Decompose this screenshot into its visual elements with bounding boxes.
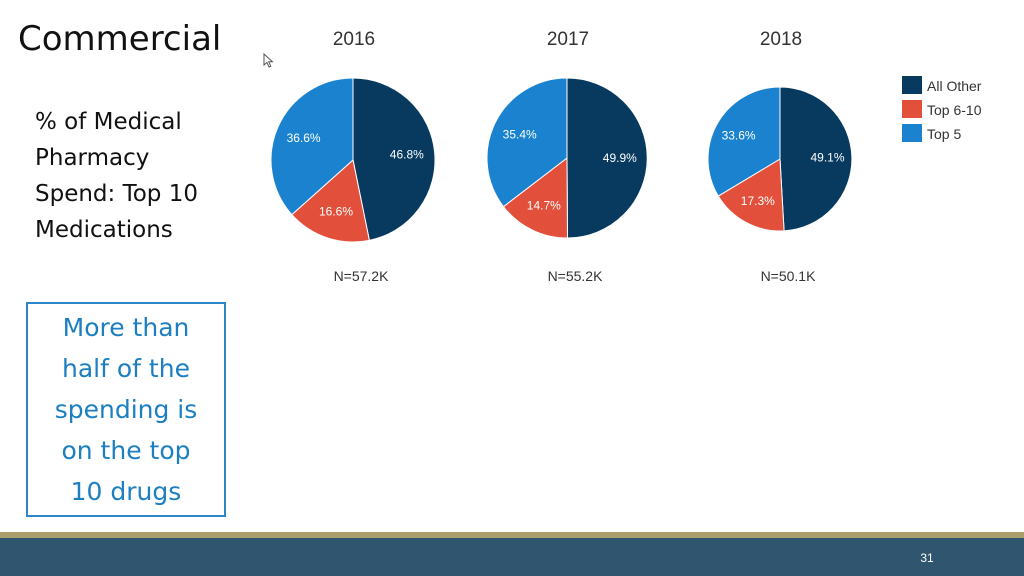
n-label-2017: N=55.2K xyxy=(548,268,604,284)
slide-subtitle: % of Medical Pharmacy Spend: Top 10 Medi… xyxy=(35,109,198,243)
slice-label-2016-top-6-10: 16.6% xyxy=(319,204,353,218)
n-label-2016: N=57.2K xyxy=(334,268,390,284)
pie-title-2018: 2018 xyxy=(760,29,802,50)
pie-slice-2017-top-6-10 xyxy=(502,156,569,239)
legend-swatch-top-5 xyxy=(902,124,922,142)
pie-slice-2017-top-5 xyxy=(486,77,568,208)
pie-slice-2016-all-other xyxy=(352,77,436,241)
footer-accent-line xyxy=(0,532,1024,538)
pie-slice-2018-top-5 xyxy=(707,86,781,197)
legend-swatch-top-6-10 xyxy=(902,100,922,118)
pie-title-2017: 2017 xyxy=(547,29,589,50)
pie-slice-2018-top-6-10 xyxy=(717,158,785,232)
pie-title-2016: 2016 xyxy=(333,29,375,50)
page-number: 31 xyxy=(920,551,934,565)
legend-swatch-all-other xyxy=(902,76,922,94)
n-label-2018: N=50.1K xyxy=(761,268,817,284)
legend-label-top-5: Top 5 xyxy=(927,126,961,142)
slice-label-2018-top-6-10: 17.3% xyxy=(741,194,775,208)
legend-label-top-6-10: Top 6-10 xyxy=(927,102,982,118)
slice-label-2017-all-other: 49.9% xyxy=(603,151,637,165)
legend-label-all-other: All Other xyxy=(927,78,982,94)
slice-label-2016-all-other: 46.8% xyxy=(390,148,424,162)
slice-label-2018-top-5: 33.6% xyxy=(722,129,756,143)
pie-slice-2017-all-other xyxy=(566,77,648,239)
mouse-pointer-icon xyxy=(263,53,274,68)
pie-slice-2016-top-5 xyxy=(270,77,354,216)
pie-slice-2016-top-6-10 xyxy=(291,159,370,243)
pie-slice-2018-all-other xyxy=(779,86,853,232)
slice-label-2016-top-5: 36.6% xyxy=(287,131,321,145)
slice-label-2017-top-5: 35.4% xyxy=(503,128,537,142)
slice-label-2018-all-other: 49.1% xyxy=(810,151,844,165)
callout-box: More than half of the spending is on the… xyxy=(26,302,226,517)
slide-title: Commercial xyxy=(18,19,222,59)
footer-bar xyxy=(0,538,1024,576)
slice-label-2017-top-6-10: 14.7% xyxy=(527,198,561,212)
